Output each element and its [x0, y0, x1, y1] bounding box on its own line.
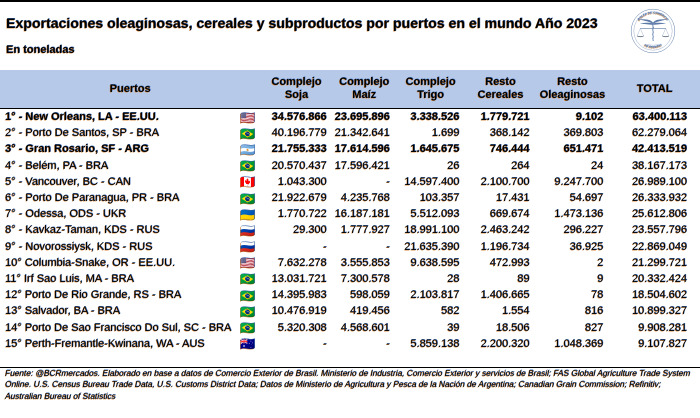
svg-text:DE ROSARIO: DE ROSARIO [644, 43, 663, 49]
